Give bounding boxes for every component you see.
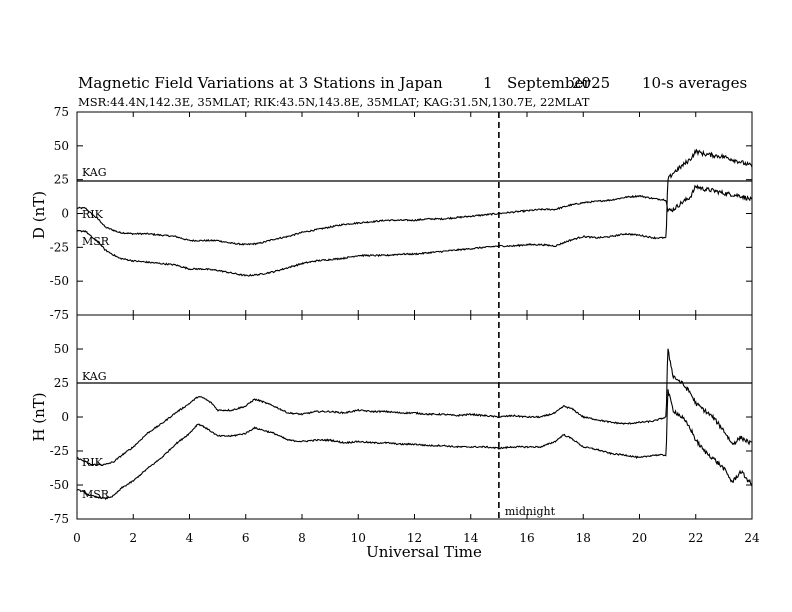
x-axis-tick-label: 12 <box>407 531 422 545</box>
panel-h-ytick-label: -50 <box>50 478 69 492</box>
panel-h-ytick-label: 50 <box>54 342 69 356</box>
x-axis-tick-label: 18 <box>576 531 591 545</box>
panel-d-ytick-label: 0 <box>61 207 69 221</box>
panel-h-frame <box>76 314 753 520</box>
x-axis-ticks: 0 2 4 6 8 10 12 14 16 18 20 22 24 <box>73 531 760 545</box>
panel-d-ytick-label: -75 <box>50 308 69 322</box>
averaging-label: 10-s averages <box>642 74 747 92</box>
series-d-msr <box>76 148 753 277</box>
panel-h: -75 -50 -25 0 25 50 H (nT) KAG RIK MSR <box>30 314 753 526</box>
panel-h-ylabel: H (nT) <box>30 392 48 441</box>
x-axis-tick-label: 4 <box>186 531 194 545</box>
panel-h-ytick-label: -75 <box>50 512 69 526</box>
panel-d-frame <box>76 111 753 316</box>
x-axis-label: Universal Time <box>366 543 482 561</box>
x-axis-tick-label: 16 <box>519 531 534 545</box>
panel-d-label-msr: MSR <box>82 235 110 248</box>
x-axis-tick-label: 2 <box>129 531 137 545</box>
panel-h-ticks: -75 -50 -25 0 25 50 <box>50 315 753 526</box>
panel-d-ticks: -75 -50 -25 0 25 50 75 <box>50 105 753 322</box>
date-month: September <box>507 74 591 92</box>
panel-d-ylabel: D (nT) <box>30 191 48 239</box>
panel-h-label-msr: MSR <box>82 488 110 501</box>
panel-h-label-rik: RIK <box>82 456 104 469</box>
x-axis-tick-label: 22 <box>688 531 703 545</box>
panel-h-ytick-label: -25 <box>50 444 69 458</box>
x-axis-tick-label: 8 <box>298 531 306 545</box>
series-h-rik <box>76 348 753 466</box>
panel-d-label-kag: KAG <box>82 166 107 179</box>
x-axis-tick-label: 24 <box>744 531 760 545</box>
panel-d-lines <box>76 148 753 277</box>
date-day: 1 <box>483 74 493 92</box>
panel-h-ytick-label: 25 <box>54 376 69 390</box>
chart-title: Magnetic Field Variations at 3 Stations … <box>78 74 443 92</box>
panel-d-label-rik: RIK <box>82 208 104 221</box>
series-h-msr <box>77 389 753 501</box>
series-d-rik <box>76 184 753 246</box>
panel-d-ytick-label: -50 <box>50 274 69 288</box>
x-axis-tick-label: 6 <box>242 531 250 545</box>
stations-info: MSR:44.4N,142.3E, 35MLAT; RIK:43.5N,143.… <box>78 95 590 109</box>
x-axis-tick-label: 10 <box>351 531 366 545</box>
x-axis-tick-label: 0 <box>73 531 81 545</box>
panel-d-ytick-label: 50 <box>54 139 69 153</box>
panel-d-ytick-label: 75 <box>54 105 69 119</box>
panel-d: -75 -50 -25 0 25 50 75 D (nT) KAG RIK MSR <box>30 105 753 322</box>
panel-h-ytick-label: 0 <box>61 410 69 424</box>
panel-h-label-kag: KAG <box>82 370 107 383</box>
panel-h-lines <box>76 348 753 501</box>
x-axis-tick-label: 20 <box>632 531 647 545</box>
x-axis-tick-label: 14 <box>463 531 479 545</box>
panel-d-ytick-label: -25 <box>50 240 69 254</box>
date-year: 2025 <box>572 74 610 92</box>
panel-d-ytick-label: 25 <box>54 173 69 187</box>
midnight-label: midnight <box>505 505 556 518</box>
